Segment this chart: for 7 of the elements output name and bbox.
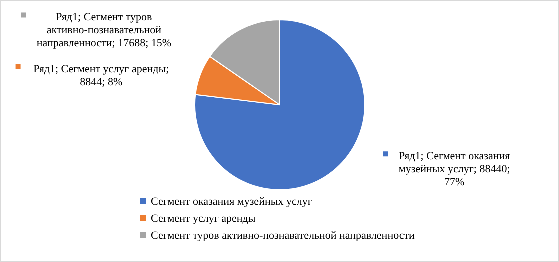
pie-slice	[194, 20, 366, 190]
legend-label: Сегмент туров активно-познавательной направленности	[151, 230, 416, 242]
data-label: Ряд1; Сегмент оказания музейных услуг; 88440; 77%	[398, 150, 510, 189]
data-label: Ряд1; Сегмент туров активно-познавательной направленности; 17688; 15%	[36, 12, 172, 50]
legend-label: Сегмент услуг аренды	[151, 213, 256, 225]
data-label: Ряд1; Сегмент услуг аренды; 8844; 8%	[34, 63, 170, 88]
legend-label: Сегмент оказания музейных услуг	[151, 196, 313, 208]
